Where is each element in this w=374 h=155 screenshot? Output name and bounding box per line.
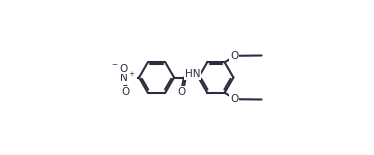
Text: N$^+$: N$^+$: [119, 71, 136, 84]
Text: O: O: [178, 87, 186, 97]
Text: O: O: [122, 87, 130, 97]
Text: O: O: [230, 51, 238, 61]
Text: $^-$O: $^-$O: [110, 62, 129, 74]
Text: O: O: [230, 94, 238, 104]
Text: HN: HN: [185, 69, 200, 79]
